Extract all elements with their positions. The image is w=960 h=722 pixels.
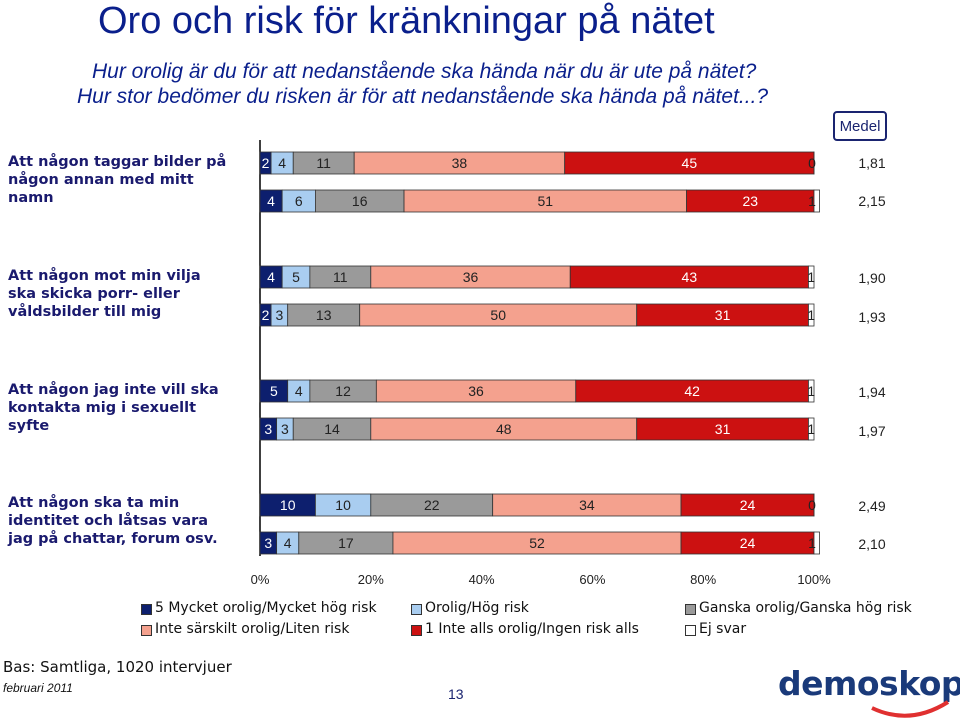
subtitle-line-2: Hur stor bedömer du risken är för att ne… <box>77 85 769 108</box>
bar-value-label: 4 <box>284 535 292 551</box>
bar-value-label: 1 <box>808 193 816 209</box>
mean-value: 2,10 <box>858 536 886 552</box>
mean-value: 1,97 <box>858 423 886 439</box>
legend-swatch-cat2 <box>411 604 422 615</box>
bar-value-label: 22 <box>424 497 440 513</box>
mean-value: 1,81 <box>858 155 886 171</box>
bar-value-label: 10 <box>280 497 296 513</box>
bar-value-label: 24 <box>740 535 756 551</box>
bar-value-label: 1 <box>807 307 815 323</box>
bar-value-label: 5 <box>292 269 300 285</box>
group-label-0: Att någon taggar bilder på någon annan m… <box>8 154 227 206</box>
bar-value-label: 1 <box>807 269 815 285</box>
legend-swatch-cat6 <box>685 625 696 636</box>
bar-value-label: 3 <box>281 421 289 437</box>
bar-segment <box>808 303 815 327</box>
bar-value-label: 1 <box>807 383 815 399</box>
bar-value-label: 52 <box>529 535 545 551</box>
bar-value-label: 3 <box>264 421 272 437</box>
group-label-1: Att någon mot min vilja ska skicka porr-… <box>8 268 201 320</box>
legend-label-cat4: Inte särskilt orolig/Liten risk <box>155 621 350 637</box>
logo-swoosh-icon <box>871 700 950 718</box>
legend-label-cat3: Ganska orolig/Ganska hög risk <box>699 600 912 616</box>
footer-base-text: Bas: Samtliga, 1020 intervjuer <box>3 658 232 676</box>
subtitle-line-1: Hur orolig är du för att nedanstående sk… <box>92 60 757 83</box>
bar-value-label: 17 <box>338 535 354 551</box>
bar-value-label: 24 <box>740 497 756 513</box>
bar-value-label: 31 <box>715 421 731 437</box>
page-title: Oro och risk för kränkningar på nätet <box>98 0 715 42</box>
bar-value-label: 36 <box>463 269 479 285</box>
group-label-3: Att någon ska ta min identitet och låtsa… <box>8 495 218 547</box>
bar-value-label: 4 <box>295 383 303 399</box>
bar-value-label: 1 <box>807 421 815 437</box>
mean-value: 1,94 <box>858 384 886 400</box>
bar-value-label: 34 <box>579 497 595 513</box>
bar-value-label: 2 <box>262 155 270 171</box>
bar-value-label: 3 <box>264 535 272 551</box>
legend-label-cat2: Orolig/Hög risk <box>425 600 529 616</box>
x-tick-label: 100% <box>797 572 831 587</box>
bar-value-label: 13 <box>316 307 332 323</box>
bar-value-label: 42 <box>684 383 700 399</box>
bar-value-label: 48 <box>496 421 512 437</box>
x-tick-label: 20% <box>358 572 384 587</box>
bar-value-label: 1 <box>808 535 816 551</box>
bar-value-label: 2 <box>262 307 270 323</box>
bar-segment <box>808 265 815 289</box>
legend-label-cat1: 5 Mycket orolig/Mycket hög risk <box>155 600 377 616</box>
bar-value-label: 4 <box>267 269 275 285</box>
group-label-2: Att någon jag inte vill ska kontakta mig… <box>8 382 219 434</box>
bar-value-label: 45 <box>682 155 698 171</box>
bar-value-label: 12 <box>335 383 351 399</box>
legend-swatch-cat3 <box>685 604 696 615</box>
bar-segment <box>808 379 815 403</box>
bar-value-label: 16 <box>352 193 368 209</box>
x-tick-label: 40% <box>469 572 495 587</box>
page-number: 13 <box>448 686 464 702</box>
legend-swatch-cat1 <box>141 604 152 615</box>
bar-segment <box>813 189 820 213</box>
bar-value-label: 23 <box>743 193 759 209</box>
legend-swatch-cat5 <box>411 625 422 636</box>
bar-value-label: 4 <box>267 193 275 209</box>
bar-value-label: 36 <box>468 383 484 399</box>
bar-value-label: 6 <box>295 193 303 209</box>
bar-value-label: 3 <box>275 307 283 323</box>
bar-value-label: 14 <box>324 421 340 437</box>
bar-value-label: 11 <box>316 155 331 171</box>
legend-swatch-cat4 <box>141 625 152 636</box>
footer-date: februari 2011 <box>3 681 73 695</box>
x-tick-label: 80% <box>690 572 716 587</box>
x-tick-label: 60% <box>579 572 605 587</box>
bar-value-label: 38 <box>452 155 468 171</box>
legend-label-cat6: Ej svar <box>699 621 747 637</box>
bar-value-label: 51 <box>538 193 554 209</box>
bar-value-label: 4 <box>278 155 286 171</box>
bar-value-label: 5 <box>270 383 278 399</box>
mean-value: 2,15 <box>858 193 886 209</box>
bar-value-label: 0 <box>808 497 816 513</box>
legend-label-cat5: 1 Inte alls orolig/Ingen risk alls <box>425 621 639 637</box>
demoskop-logo: demoskop <box>778 664 960 703</box>
bar-value-label: 0 <box>808 155 816 171</box>
mean-value: 2,49 <box>858 498 886 514</box>
bar-value-label: 50 <box>490 307 506 323</box>
x-tick-label: 0% <box>251 572 270 587</box>
bar-value-label: 43 <box>682 269 698 285</box>
bar-value-label: 10 <box>335 497 351 513</box>
mean-value: 1,93 <box>858 309 886 325</box>
mean-value: 1,90 <box>858 270 886 286</box>
bar-segment <box>813 531 820 555</box>
medel-header: Medel <box>833 111 887 141</box>
bar-value-label: 31 <box>715 307 731 323</box>
bar-segment <box>808 417 815 441</box>
bar-value-label: 11 <box>333 269 348 285</box>
